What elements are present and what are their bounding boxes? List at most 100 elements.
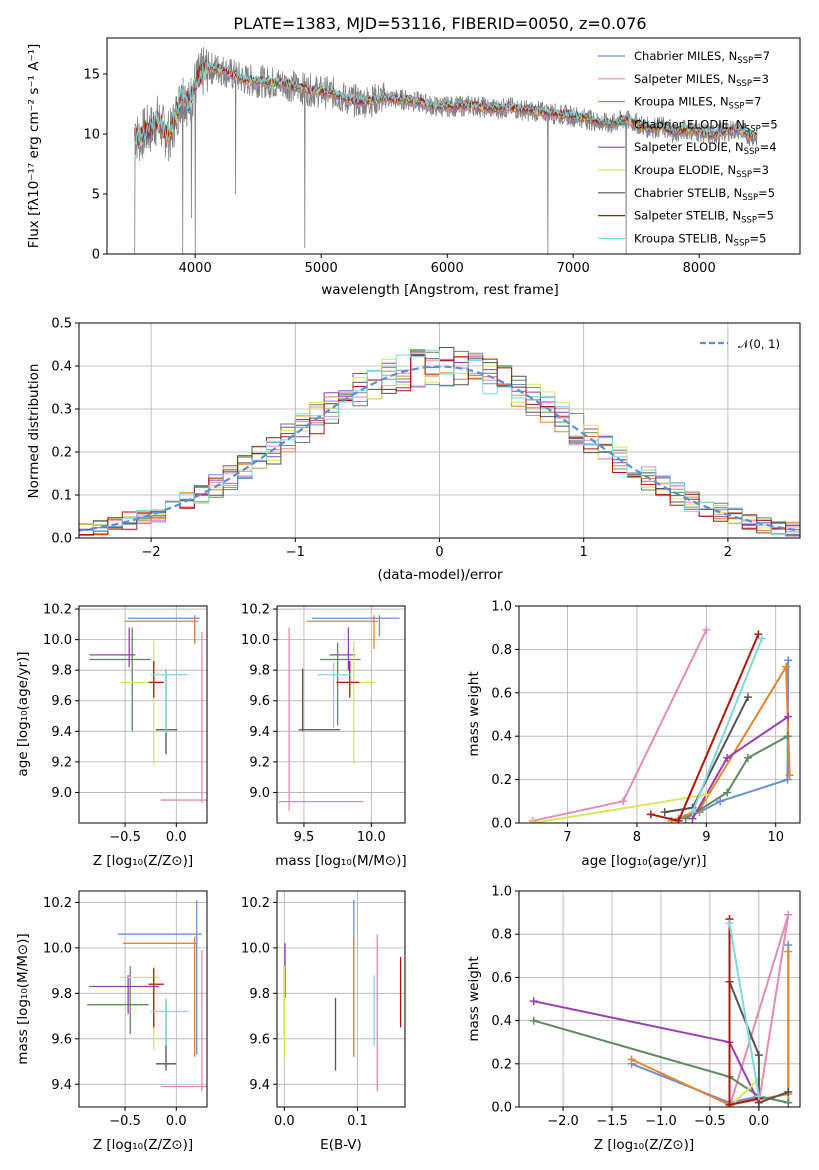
age_vs_Z-ytick-label: 9.2 [51, 755, 72, 770]
mass-vs-z-xlabel: Z [log₁₀(Z/Z⊙)] [93, 1137, 193, 1153]
age_vs_Z-xtick-label: 0.0 [166, 830, 187, 845]
spectrum-xtick-label: 6000 [431, 261, 464, 276]
age_vs_Z-xtick-label: −0.5 [109, 830, 141, 845]
weight_vs_age-ytick-label: 0.6 [491, 686, 512, 701]
weight_vs_Z-ytick-label: 0.8 [491, 928, 512, 943]
spectrum-xtick-label: 7000 [557, 261, 590, 276]
spectrum-xlabel: wavelength [Angstrom, rest frame] [321, 282, 559, 298]
normal-curve [79, 365, 800, 532]
weight_vs_age-marker-kroupa-stelib [688, 808, 697, 817]
legend-label-salpeter-stelib: Salpeter STELIB, NSSP=5 [634, 209, 774, 226]
weight_vs_age-marker-kroupa-stelib [757, 634, 766, 643]
legend-label-chabrier-stelib: Chabrier STELIB, NSSP=5 [634, 186, 775, 203]
weight_vs_Z-ytick-label: 1.0 [491, 885, 512, 900]
weight_vs_Z-line-kroupa-elodie [728, 1078, 760, 1107]
mass-vs-ebv-xlabel: E(B-V) [320, 1137, 362, 1153]
spectrum-legend: Chabrier MILES, NSSP=7 Salpeter MILES, NS… [598, 49, 778, 248]
mass_vs_EBV-grid [277, 891, 405, 1107]
weight_vs_age-marker-chabrier-elodie [681, 814, 690, 823]
mass_vs_Z-point-chabrier-miles [117, 900, 202, 1055]
weight_vs_age-series-kroupa-elodie [528, 790, 711, 823]
spectrum-ylabel: Flux [fλ10⁻¹⁷ erg cm⁻² s⁻¹ A⁻¹] [26, 44, 42, 249]
weight_vs_Z-marker-kroupa-miles [627, 1055, 636, 1064]
legend-label-salpeter-elodie: Salpeter ELODIE, NSSP=4 [634, 140, 777, 157]
age-vs-z-ylabel: age [log₁₀(age/yr)] [15, 651, 31, 776]
age_vs_Z-ytick-label: 9.8 [51, 664, 72, 679]
legend-label-kroupa-stelib: Kroupa STELIB, NSSP=5 [634, 231, 766, 248]
mass_vs_EBV-ytick-label: 9.6 [249, 1032, 270, 1047]
mass_vs_Z-xtick-label: 0.0 [166, 1114, 187, 1129]
weight_vs_Z-series-salpeter-stelib [725, 915, 763, 1107]
weight_vs_Z-line-chabrier-stelib [728, 981, 789, 1105]
weight_vs_age-marker-salpeter-stelib [646, 810, 655, 819]
weight_vs_age-marker-chabrier-elodie [723, 788, 732, 797]
age-vs-mass-xlabel: mass [log₁₀(M/M⊙)] [275, 853, 406, 869]
age_vs_mass-grid [277, 606, 405, 823]
spectrum-xtick-label: 4000 [179, 261, 212, 276]
mass_vs_Z-xtick-label: −0.5 [109, 1114, 141, 1129]
residuals-xtick-label: −2 [142, 545, 161, 560]
weight_vs_age-marker-kroupa-elodie [702, 790, 711, 799]
weight_vs_Z-xtick-label: −0.5 [694, 1114, 726, 1129]
age_vs_Z-ytick-label: 9.6 [51, 694, 72, 709]
age_vs_mass-ytick-label: 9.8 [249, 664, 270, 679]
age_vs_Z-frame [78, 605, 208, 824]
weight_vs_age-ytick-label: 0.0 [491, 817, 512, 832]
mass_vs_EBV-xtick-label: 0.1 [347, 1114, 368, 1129]
residuals-ytick-label: 0.2 [51, 446, 72, 461]
mass_vs_EBV-ytick-label: 9.8 [249, 987, 270, 1002]
spectrum-xtick-label: 5000 [305, 261, 338, 276]
weight_vs_age-line-chabrier-elodie [684, 735, 788, 820]
residuals-ytick-label: 0.0 [51, 532, 72, 547]
weight_vs_age-ytick-label: 0.2 [491, 773, 512, 788]
mass_vs_Z-ytick-label: 10.0 [43, 941, 72, 956]
weight_vs_age-marker-kroupa-elodie [528, 819, 537, 823]
residuals-xlabel: (data-model)/error [377, 567, 503, 583]
weight_vs_Z-series-kroupa-stelib [725, 919, 763, 1101]
age_vs_Z-plot-area [89, 615, 207, 804]
weight_vs_age-marker-chabrier-elodie [743, 753, 752, 762]
residuals-ytick-label: 0.4 [51, 360, 72, 375]
legend-item-salpeter-miles: Salpeter MILES, NSSP=3 [598, 72, 769, 89]
mass-vs-z-ylabel: mass [log₁₀(M/M⊙)] [15, 933, 31, 1064]
residuals-ytick-label: 0.1 [51, 489, 72, 504]
weight_vs_Z-ytick-label: 0.2 [491, 1057, 512, 1072]
legend-item-salpeter-stelib: Salpeter STELIB, NSSP=5 [598, 209, 774, 226]
weight_vs_Z-frame [518, 890, 801, 1108]
age-vs-mass-panel: 9.5 10.0 9.0 9.2 9.4 9.6 9.8 10.0 10.2 mass [log… [241, 603, 407, 869]
age_vs_Z-ytick-label: 9.4 [51, 725, 72, 740]
residuals-xtick-label: −1 [286, 545, 305, 560]
weight_vs_Z-line-kroupa-stelib [728, 923, 760, 1097]
legend-label-kroupa-elodie: Kroupa ELODIE, NSSP=3 [634, 163, 769, 180]
mass_vs_EBV-plot-area [283, 900, 402, 1092]
weight_vs_age-frame [518, 605, 801, 824]
residuals-xtick-label: 0 [435, 545, 443, 560]
residuals-plot-area [79, 347, 800, 537]
weight_vs_Z-marker-chabrier-stelib [784, 1087, 793, 1096]
weight_vs_age-xtick-label: 8 [633, 830, 641, 845]
legend-label-normal: 𝒩(0, 1) [738, 337, 780, 351]
spectrum-ytick-label: 5 [92, 188, 100, 203]
age_vs_Z-ytick-label: 9.0 [51, 786, 72, 801]
mass_vs_Z-point-salpeter-stelib [148, 968, 164, 1028]
weight_vs_Z-plot-area [529, 910, 793, 1107]
weight_vs_Z-ytick-label: 0.6 [491, 971, 512, 986]
weight_vs_age-marker-salpeter-stelib [754, 630, 763, 639]
age_vs_mass-ytick-label: 10.0 [241, 633, 270, 648]
weight_vs_age-marker-salpeter-miles [702, 625, 711, 634]
weight_vs_age-marker-chabrier-stelib [743, 693, 752, 702]
residuals-ylabel: Normed distribution [26, 364, 42, 499]
age_vs_mass-point-chabrier-stelib [298, 668, 341, 732]
mass_vs_Z-ytick-label: 9.6 [51, 1032, 72, 1047]
weight_vs_Z-marker-salpeter-elodie [529, 997, 538, 1006]
age_vs_Z-point-kroupa-miles [125, 616, 198, 645]
age_vs_mass-point-kroupa-stelib [317, 662, 352, 729]
age_vs_mass-ytick-label: 9.6 [249, 694, 270, 709]
residuals-legend: 𝒩(0, 1) [700, 337, 780, 351]
spectrum-ytick-label: 0 [92, 248, 100, 263]
residuals-ytick-label: 0.5 [51, 317, 72, 332]
weight_vs_Z-ytick-label: 0.0 [491, 1101, 512, 1116]
spectrum-xtick-label: 8000 [683, 261, 716, 276]
age_vs_mass-point-salpeter-elodie [329, 627, 356, 671]
weight_vs_Z-ytick-label: 0.4 [491, 1014, 512, 1029]
